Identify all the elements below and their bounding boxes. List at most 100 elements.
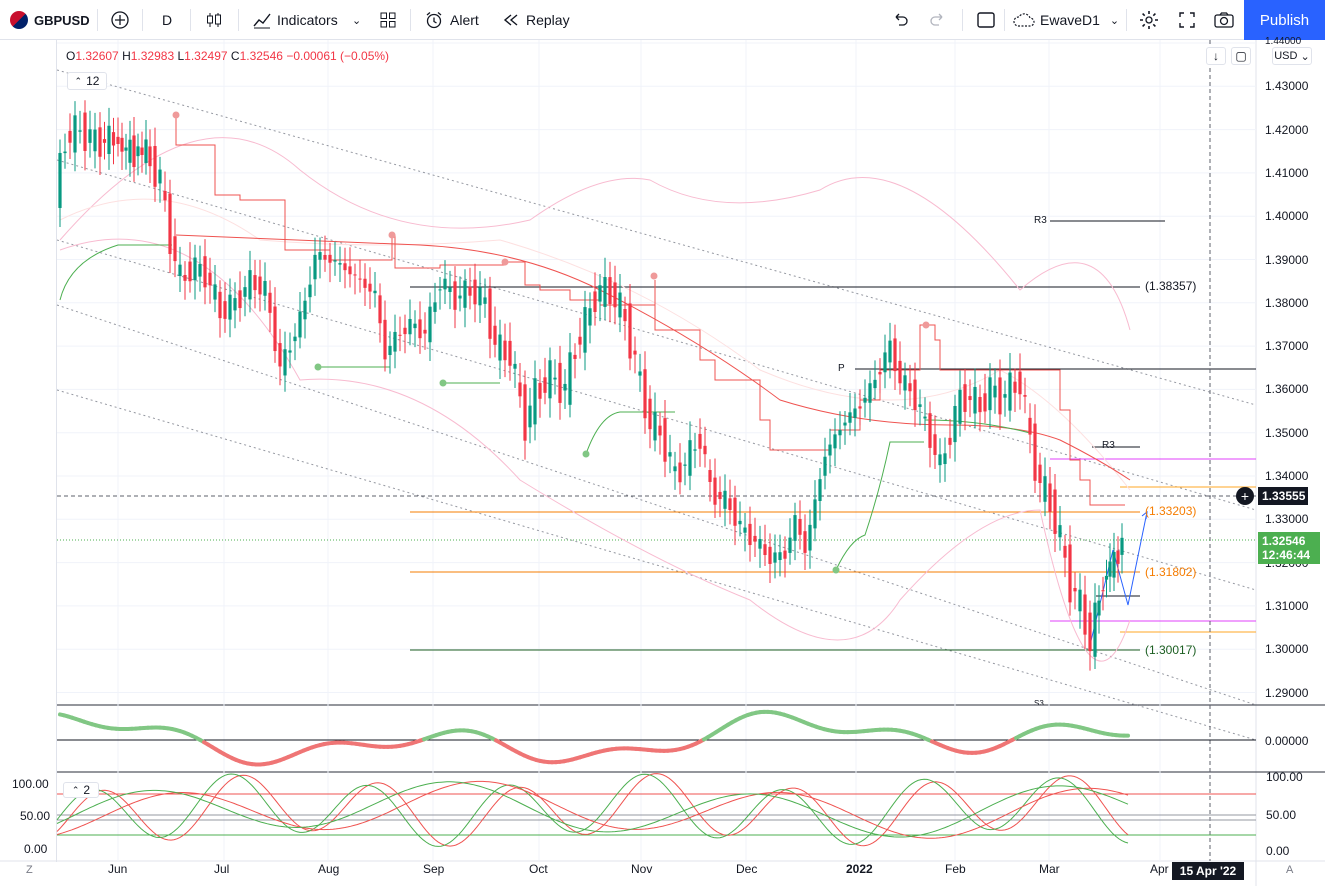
candle-series xyxy=(58,100,1124,671)
candle-body xyxy=(528,405,532,428)
candle-body xyxy=(633,350,637,355)
undo-button[interactable] xyxy=(890,0,910,40)
candle-body xyxy=(343,263,347,271)
candle-body xyxy=(1058,525,1062,538)
stochastic-pane xyxy=(56,773,1256,847)
candle-body xyxy=(588,308,592,326)
level-label-1: (1.38357) xyxy=(1145,279,1197,293)
candle-body xyxy=(883,352,887,373)
candle-body xyxy=(433,302,437,312)
candle-body xyxy=(523,384,527,441)
trailing-stop-red xyxy=(175,115,1125,506)
interval-button[interactable]: D xyxy=(162,12,173,28)
scroll-down-button[interactable]: ↓ xyxy=(1206,47,1226,65)
candle-body xyxy=(493,325,497,345)
candle-body xyxy=(428,306,432,343)
candle-body xyxy=(623,308,627,322)
price-tick: 1.44000 xyxy=(1265,36,1302,47)
candle-body xyxy=(448,287,452,292)
candle-body xyxy=(418,319,422,339)
oscillator-pane xyxy=(57,709,1256,767)
candle-body xyxy=(178,264,182,276)
auto-scale-button[interactable]: A xyxy=(1286,864,1294,876)
price-tick: 1.34000 xyxy=(1265,469,1309,483)
candle-body xyxy=(363,278,367,288)
alert-button[interactable]: Alert xyxy=(424,0,479,40)
candle-body xyxy=(853,408,857,418)
candle-body xyxy=(1078,589,1082,612)
candle-body xyxy=(543,377,547,393)
candle-body xyxy=(568,352,572,405)
candle-body xyxy=(933,434,937,455)
settings-button[interactable] xyxy=(1138,0,1160,40)
s3-label: S3 xyxy=(1034,699,1044,705)
chart-type-button[interactable] xyxy=(204,0,224,40)
chevron-down-icon: ⌄ xyxy=(1300,50,1310,63)
candle-body xyxy=(763,544,767,556)
indicators-toggle[interactable]: ⌃ 12 xyxy=(67,72,107,90)
add-alert-plus-button[interactable]: + xyxy=(1236,487,1254,505)
chevron-up-icon: ⌃ xyxy=(74,75,83,86)
candle-body xyxy=(483,297,487,304)
stoch-k-line xyxy=(56,773,1129,847)
fullscreen-select-button[interactable] xyxy=(976,0,996,40)
rewind-icon xyxy=(503,14,518,26)
price-tick: 1.37000 xyxy=(1265,339,1309,354)
candle-body xyxy=(1104,575,1109,580)
candle-body xyxy=(136,146,140,157)
publish-button[interactable]: Publish xyxy=(1244,0,1325,40)
top-toolbar: GBPUSD D Indicators ⌄ Alert Replay Ewave… xyxy=(0,0,1325,40)
undo-icon xyxy=(895,13,908,26)
candle-body xyxy=(753,535,757,542)
zoom-button[interactable]: Z xyxy=(26,864,33,876)
layout-name-button[interactable]: EwaveD1 ⌄ xyxy=(1012,0,1119,40)
band-upper xyxy=(59,137,1131,331)
chart-canvas[interactable] xyxy=(0,40,1325,886)
fullscreen-button[interactable] xyxy=(1177,0,1197,40)
candle-body xyxy=(658,425,662,436)
candle-body xyxy=(88,129,92,143)
candle-body xyxy=(818,479,822,501)
channel-line xyxy=(56,304,1257,706)
time-tick: Mar xyxy=(1039,862,1060,876)
elliott-wave-path xyxy=(1089,511,1148,646)
candle-body xyxy=(788,537,792,553)
templates-button[interactable]: ⌄ xyxy=(352,0,361,40)
candle-body xyxy=(1053,489,1057,534)
redo-button[interactable] xyxy=(928,0,948,40)
candle-body xyxy=(578,336,582,345)
symbol-search[interactable]: GBPUSD xyxy=(10,0,90,40)
replay-button[interactable]: Replay xyxy=(502,0,570,40)
chart-grid xyxy=(0,40,1325,886)
candle-body xyxy=(878,371,882,375)
screenshot-button[interactable] xyxy=(1213,0,1235,40)
signal-dot xyxy=(922,321,930,329)
expand-icon xyxy=(1179,12,1195,28)
candle-body xyxy=(73,115,77,153)
compare-button[interactable] xyxy=(110,0,130,40)
camera-icon xyxy=(1214,12,1234,28)
pane-indicators-toggle[interactable]: ⌃ 2 xyxy=(63,782,99,798)
currency-select[interactable]: USD ⌄ xyxy=(1272,47,1312,65)
candle-body xyxy=(708,470,712,482)
maximize-pane-button[interactable]: ▢ xyxy=(1231,47,1251,65)
candle-body xyxy=(863,397,867,403)
candle-body xyxy=(938,454,942,466)
price-tick: 1.31000 xyxy=(1265,598,1309,613)
candle-body xyxy=(703,445,707,455)
candle-body xyxy=(558,362,562,403)
candle-body xyxy=(783,550,787,559)
layouts-button[interactable] xyxy=(378,0,398,40)
stoch-left-50: 50.00 xyxy=(20,809,51,823)
candle-body xyxy=(613,282,617,308)
indicators-button[interactable]: Indicators xyxy=(252,0,338,40)
candle-body xyxy=(953,405,957,443)
candle-body xyxy=(683,464,687,466)
candle-body xyxy=(993,385,997,398)
ohlc-legend: O1.32607 H1.32983 L1.32497 C1.32546 −0.0… xyxy=(66,49,390,63)
candle-body xyxy=(838,430,842,436)
candle-body xyxy=(958,389,962,424)
candle-body xyxy=(653,411,657,441)
candle-body xyxy=(793,515,797,541)
candle-body xyxy=(908,383,912,392)
